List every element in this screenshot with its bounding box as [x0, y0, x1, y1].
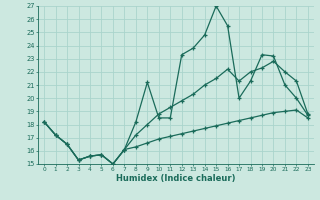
X-axis label: Humidex (Indice chaleur): Humidex (Indice chaleur) [116, 174, 236, 183]
